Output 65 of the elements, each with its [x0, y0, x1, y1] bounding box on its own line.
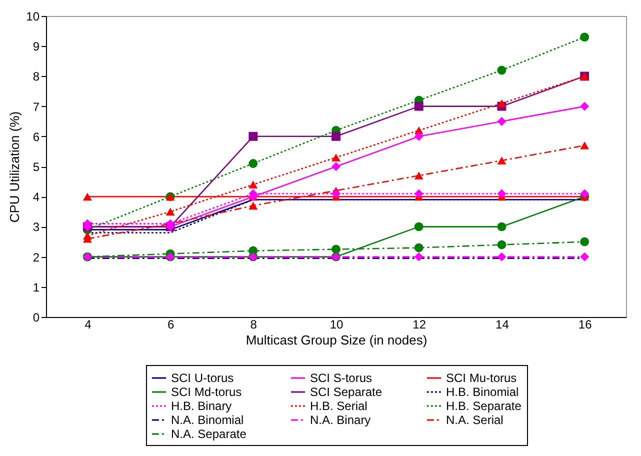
point: [414, 189, 424, 198]
legend-label: N.A. Serial: [446, 413, 504, 427]
point: [166, 208, 175, 216]
point: [580, 189, 590, 198]
x-tick-label: 6: [167, 318, 174, 332]
point: [248, 202, 258, 210]
y-tick-label: 3: [32, 220, 40, 234]
legend-label: H.B. Binomial: [446, 385, 519, 399]
point: [414, 252, 424, 262]
point: [414, 243, 424, 252]
point: [497, 156, 506, 164]
point: [414, 172, 424, 180]
point: [414, 222, 424, 232]
y-tick-label: 4: [32, 190, 40, 204]
point: [497, 66, 506, 75]
point: [580, 237, 590, 246]
legend-label: N.A. Binary: [310, 413, 371, 427]
point: [497, 252, 506, 262]
y-tick-label: 7: [32, 100, 40, 114]
point: [248, 159, 258, 168]
y-tick-label: 5: [32, 160, 40, 174]
legend-label: N.A. Binomial: [171, 413, 244, 427]
y-tick-label: 9: [32, 40, 40, 54]
y-tick-label: 10: [26, 10, 40, 24]
x-axis-title: Multicast Group Size (in nodes): [246, 332, 428, 348]
x-tick-label: 12: [412, 318, 426, 332]
y-tick-label: 2: [32, 250, 40, 264]
x-tick-label: 16: [578, 318, 592, 332]
point: [332, 244, 340, 254]
legend-label: SCI U-torus: [171, 371, 234, 385]
y-axis-title: CPU Utilization (%): [7, 111, 22, 223]
point: [580, 252, 590, 262]
x-tick-label: 10: [330, 318, 344, 332]
point: [497, 222, 506, 232]
legend-label: SCI Md-torus: [171, 385, 242, 399]
x-tick-label: 8: [250, 318, 258, 332]
point: [332, 189, 340, 198]
y-tick-label: 0: [32, 310, 40, 324]
point: [497, 189, 506, 198]
legend-label: SCI Mu-torus: [446, 371, 517, 385]
point: [580, 32, 590, 42]
point: [497, 99, 506, 108]
legend-label: N.A. Separate: [171, 427, 247, 441]
point: [414, 132, 424, 141]
point: [82, 192, 92, 200]
point: [580, 142, 590, 150]
x-tick-label: 4: [84, 318, 92, 332]
y-tick-label: 6: [32, 130, 40, 144]
legend-label: H.B. Binary: [171, 399, 232, 413]
point: [580, 102, 590, 111]
legend-label: SCI Separate: [310, 385, 382, 399]
legend-label: H.B. Separate: [446, 399, 522, 413]
legend-label: SCI S-torus: [310, 371, 372, 385]
point: [248, 132, 258, 141]
point: [414, 102, 424, 111]
y-tick-label: 8: [32, 70, 40, 84]
x-tick-label: 14: [496, 318, 510, 332]
point: [332, 132, 340, 141]
legend-label: H.B. Serial: [310, 399, 368, 413]
point: [497, 240, 506, 250]
y-tick-label: 1: [32, 280, 40, 294]
point: [497, 116, 506, 126]
point: [248, 180, 258, 188]
point: [332, 154, 340, 162]
point: [332, 162, 340, 171]
